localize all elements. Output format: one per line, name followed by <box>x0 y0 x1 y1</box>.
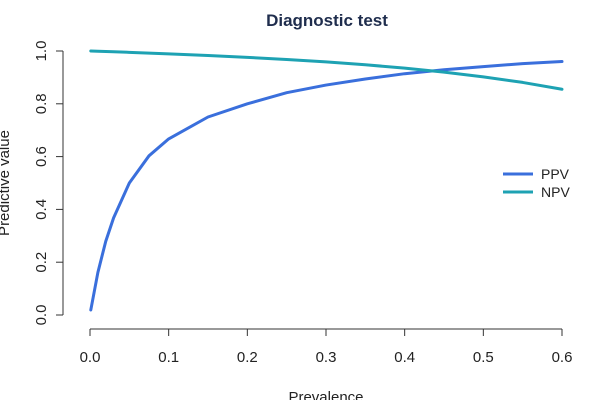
x-axis-label: Prevalence <box>288 389 363 400</box>
x-tick-label: 0.3 <box>316 349 337 366</box>
y-tick-label: 0.0 <box>33 305 50 326</box>
y-tick-label: 1.0 <box>33 41 50 62</box>
series-line-npv <box>89 49 564 91</box>
legend: PPV NPV <box>503 166 570 200</box>
plot-area <box>89 49 564 312</box>
y-tick-label: 0.8 <box>33 93 50 114</box>
legend-label-npv: NPV <box>541 184 570 200</box>
x-tick-label: 0.0 <box>80 349 101 366</box>
x-tick-label: 0.1 <box>158 349 179 366</box>
y-axis-ticks: 0.0 0.2 0.4 0.6 0.8 1.0 <box>33 41 63 326</box>
chart-title: Diagnostic test <box>266 11 388 30</box>
x-tick-label: 0.5 <box>473 349 494 366</box>
y-tick-label: 0.4 <box>33 199 50 220</box>
legend-label-ppv: PPV <box>541 166 570 182</box>
y-tick-label: 0.6 <box>33 146 50 167</box>
y-axis-label: Predictive value <box>0 130 13 236</box>
series-line-ppv <box>89 60 564 312</box>
x-tick-label: 0.2 <box>237 349 258 366</box>
x-tick-label: 0.4 <box>394 349 415 366</box>
x-axis-ticks: 0.0 0.1 0.2 0.3 0.4 0.5 0.6 <box>80 329 573 366</box>
y-tick-label: 0.2 <box>33 252 50 273</box>
x-tick-label: 0.6 <box>552 349 573 366</box>
